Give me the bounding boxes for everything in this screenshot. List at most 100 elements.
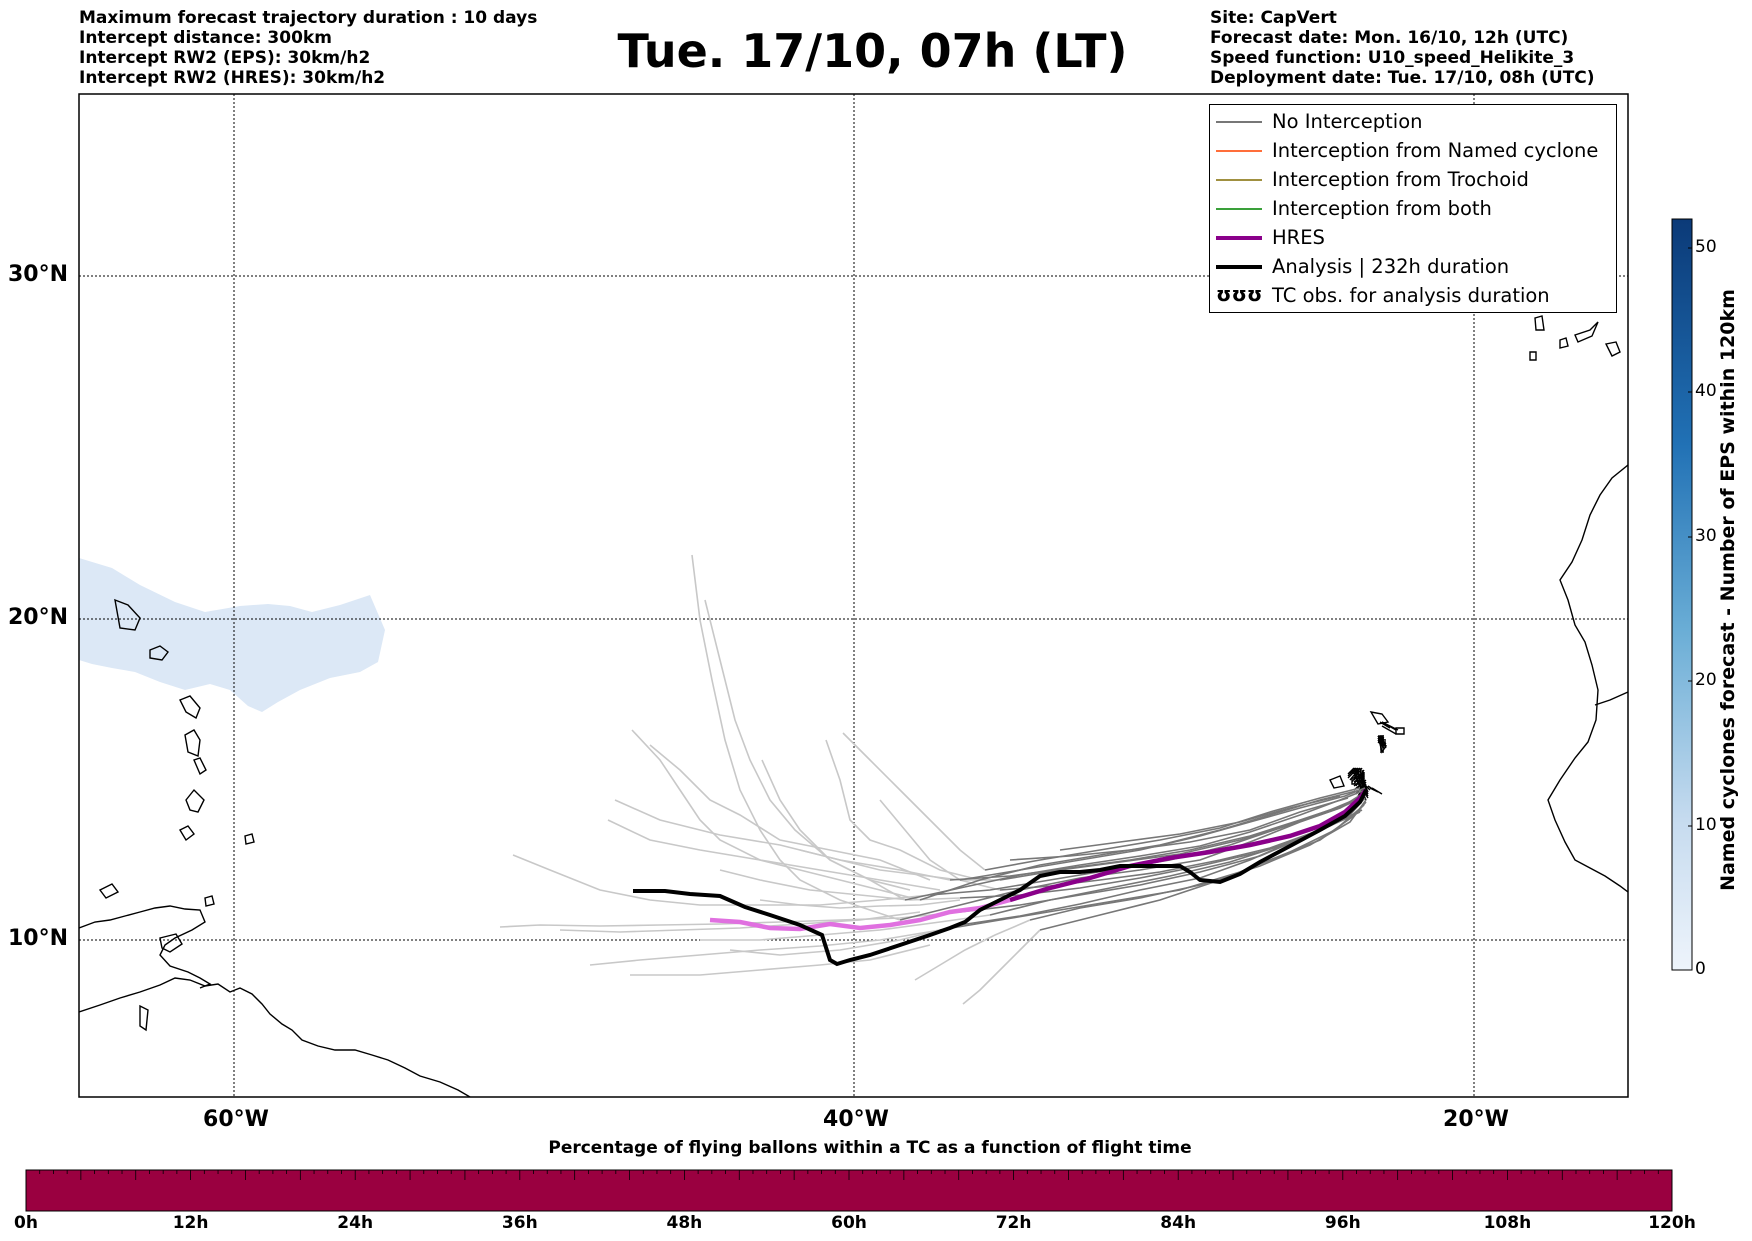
caribbean-island-1: [149, 645, 169, 661]
caribbean-island-3: [184, 729, 201, 757]
ensemble-trajectory: [631, 729, 921, 901]
cyclone-zone: [79, 558, 385, 712]
cape-verde-86: [1347, 767, 1359, 779]
cape-verde-45: [1379, 737, 1385, 745]
cape-verde-97: [1365, 785, 1371, 791]
cape-verde-2: [1395, 727, 1405, 735]
canary-5: [1529, 351, 1537, 361]
ensemble-trajectory: [729, 924, 961, 956]
page-title: Tue. 17/10, 07h (LT): [617, 24, 1128, 78]
ensemble-trajectory: [614, 799, 951, 881]
legend-swatch: [1216, 236, 1262, 240]
graticule: [79, 94, 1628, 1097]
ensemble-trajectory: [761, 759, 911, 891]
coastlines: [79, 315, 1628, 1097]
cape-verde-79: [1353, 771, 1359, 779]
map-frame: [78, 93, 1629, 1098]
cape-verde-85: [1347, 767, 1357, 777]
bottom-colorbar-tick: 120h: [1648, 1213, 1696, 1233]
bottom-colorbar-tick: 0h: [14, 1213, 38, 1233]
header-line: Deployment date: Tue. 17/10, 08h (UTC): [1210, 68, 1595, 88]
venezuela-coast: [79, 905, 212, 989]
bottom-colorbar-tick: 24h: [337, 1213, 374, 1233]
canary-3: [1574, 321, 1599, 343]
legend-label: TC obs. for analysis duration: [1272, 284, 1550, 307]
trinidad: [159, 933, 183, 953]
island-small-a: [244, 833, 255, 845]
no-interception-trajectories: [899, 787, 1367, 931]
ensemble-trajectory: [825, 739, 981, 881]
tc-obs-symbol-icon: ʊʊʊ: [1216, 282, 1263, 306]
ensemble-trajectory: [904, 789, 1366, 901]
caribbean-island-7: [98, 883, 120, 899]
ensemble-trajectory: [1059, 795, 1341, 851]
bottom-colorbar-title: Percentage of flying ballons within a TC…: [548, 1138, 1192, 1158]
legend-label: Interception from Named cyclone: [1272, 139, 1599, 162]
ensemble-trajectory: [949, 804, 1346, 881]
ensemble-trajectory: [1009, 797, 1349, 861]
right-colorbar: [1671, 218, 1693, 971]
legend-swatch: [1216, 265, 1262, 269]
bottom-colorbar-segments: [39, 1170, 1659, 1180]
island-small-b: [139, 1004, 149, 1032]
cape-verde-84: [1347, 767, 1355, 775]
header-line: Intercept RW2 (EPS): 30km/h2: [79, 48, 371, 68]
hres-trajectory-early: [709, 897, 1011, 932]
ensemble-trajectory: [879, 799, 1001, 891]
caribbean-island-5: [185, 788, 205, 813]
bottom-colorbar-tick: 96h: [1324, 1213, 1361, 1233]
cape-verde-54: [1329, 775, 1345, 789]
caribbean-island-2: [179, 695, 201, 720]
header-line: Intercept distance: 300km: [79, 28, 332, 48]
legend: No Interception Interception from Named …: [1209, 104, 1617, 313]
legend-item-trochoid: Interception from Trochoid: [1210, 165, 1616, 194]
ensemble-trajectory: [799, 849, 1000, 881]
lat-label-10n: 10°N: [8, 926, 69, 951]
bottom-colorbar-tick: 12h: [172, 1213, 209, 1233]
legend-item-named-cyclone: Interception from Named cyclone: [1210, 136, 1616, 165]
right-colorbar-label-text: Named cyclones forecast - Number of EPS …: [1717, 289, 1739, 891]
ensemble-trajectory: [719, 869, 961, 901]
lon-label-20w: 20°W: [1443, 1107, 1509, 1132]
canary-1: [1534, 315, 1545, 331]
cape-verde-87: [1349, 767, 1361, 781]
legend-label: HRES: [1272, 226, 1325, 249]
cape-verde-5: [1379, 721, 1391, 729]
south-america-coast: [79, 977, 471, 1097]
ensemble-trajectory: [962, 929, 1041, 1005]
right-colorbar-tick: 50: [1695, 237, 1717, 257]
right-colorbar-ticks: [1688, 247, 1692, 971]
cape-verde-100: [1371, 787, 1383, 795]
africa-coast: [1547, 464, 1628, 893]
lat-label-30n: 30°N: [8, 262, 69, 287]
cape-verde-88: [1351, 767, 1363, 783]
header-line: Intercept RW2 (HRES): 30km/h2: [79, 68, 386, 88]
ensemble-trajectory: [984, 787, 1361, 871]
header-line: Speed function: U10_speed_Helikite_3: [1210, 48, 1575, 68]
legend-item-hres: HRES: [1210, 223, 1616, 252]
ensemble-trajectory: [499, 911, 961, 928]
bottom-colorbar-tick: 72h: [995, 1213, 1032, 1233]
legend-label: Analysis | 232h duration: [1272, 255, 1510, 278]
cape-verde-1: [1369, 711, 1390, 725]
bottom-colorbar-tick: 84h: [1160, 1213, 1197, 1233]
ensemble-trajectory: [704, 599, 906, 901]
bottom-colorbar-tick: 108h: [1483, 1213, 1532, 1233]
ensemble-trajectory: [914, 919, 1031, 981]
ensemble-trajectory: [649, 744, 931, 881]
ensemble-trajectory: [700, 914, 991, 941]
ensemble-trajectory: [959, 817, 1346, 926]
cape-verde-93: [1361, 777, 1365, 789]
cape-verde-8: [1381, 721, 1399, 731]
hres-trajectory: [1009, 788, 1368, 903]
ensemble-trajectory: [989, 809, 1363, 916]
ensemble-trajectory: [589, 929, 941, 966]
caribbean-island-6: [179, 825, 195, 842]
lat-label-20n: 20°N: [8, 605, 69, 630]
ensemble-trajectory: [959, 787, 1366, 881]
header-right-info: Site: CapVert Forecast date: Mon. 16/10,…: [1210, 8, 1595, 88]
lon-label-60w: 60°W: [203, 1107, 269, 1132]
ensemble-trajectory: [759, 899, 961, 909]
cape-verde-10: [1381, 725, 1397, 735]
header-line: Maximum forecast trajectory duration : 1…: [79, 8, 538, 28]
